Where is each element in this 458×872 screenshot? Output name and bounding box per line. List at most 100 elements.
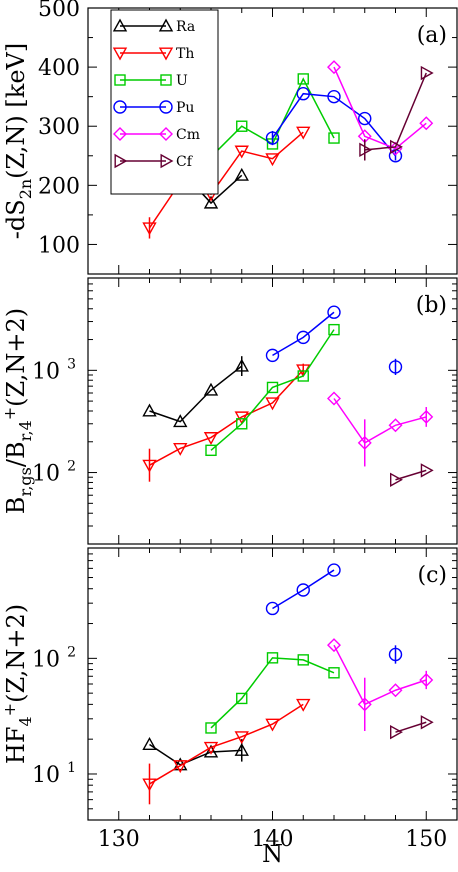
data-point [173, 414, 188, 428]
data-point [203, 741, 219, 755]
y-tick-label: 100 [38, 233, 80, 258]
data-point [142, 403, 157, 417]
data-point [419, 409, 434, 424]
data-point [296, 583, 310, 597]
data-point [327, 60, 341, 75]
legend-marker [114, 74, 126, 86]
series-th [142, 698, 311, 805]
data-point [265, 718, 280, 732]
y-tick-label: 10 [32, 462, 60, 487]
series-line [210, 657, 335, 729]
series-cf [390, 715, 434, 740]
legend-marker [160, 153, 174, 169]
data-point [236, 692, 248, 705]
data-point [388, 360, 403, 374]
legend-box [110, 9, 219, 195]
series-u [205, 323, 340, 457]
series-line [364, 72, 427, 151]
data-point [420, 715, 434, 730]
series-cf [390, 463, 434, 487]
series-pu [265, 305, 403, 375]
series-cm [327, 60, 434, 156]
series-line [210, 77, 335, 158]
data-point [265, 131, 280, 145]
y-tick-label-exponent: 1 [67, 760, 76, 776]
panel-c: 10 1 10 2 130 140 150 N (c) HF4+(Z,N+2) [0, 547, 458, 868]
legend-marker [160, 74, 172, 86]
plot-frame [87, 277, 458, 545]
legend-marker [159, 127, 173, 141]
series-line [272, 569, 335, 610]
data-point [390, 724, 403, 740]
data-point [173, 760, 188, 774]
data-point [265, 397, 280, 411]
data-point [203, 432, 219, 445]
y-tick-label-exponent: 2 [67, 459, 76, 475]
legend-marker [114, 153, 128, 169]
y-axis-label: HF4+(Z,N+2) [0, 604, 35, 764]
legend-marker [113, 127, 127, 141]
y-tick-label: 400 [38, 56, 80, 81]
data-point [327, 391, 341, 406]
data-point [205, 722, 217, 734]
series-line [149, 365, 243, 423]
legend-marker [158, 18, 174, 32]
y-tick-label: 10 [32, 763, 60, 788]
data-point [236, 418, 248, 430]
series-ra [142, 737, 249, 771]
y-tick-label: 10 [32, 647, 60, 672]
panel-b: 10 2 10 3 (b) Br,gs/Br,4+(Z,N+2) [0, 277, 458, 545]
data-point [419, 672, 434, 687]
data-point [296, 698, 311, 712]
data-point [297, 73, 309, 85]
data-point [234, 358, 249, 372]
data-point [234, 411, 249, 425]
legend-marker [159, 100, 173, 114]
legend: Ra Th U Pu Cm Cf [110, 9, 219, 195]
data-point [327, 563, 341, 577]
data-point [203, 744, 219, 758]
data-point [265, 153, 280, 167]
data-point [296, 87, 310, 101]
series-line [272, 311, 335, 357]
x-axis-label: N [262, 840, 283, 868]
panel-a: 100 200 300 400 500 (a) -dS2n(Z,N) [keV] [2, 0, 458, 275]
data-point [173, 442, 188, 456]
panel-label: (a) [417, 23, 447, 48]
legend-label: Th [176, 46, 194, 62]
x-tick-label: 150 [405, 827, 447, 852]
data-point [357, 435, 372, 450]
series-cm [327, 638, 434, 732]
y-tick-label: 200 [38, 174, 80, 199]
data-point [328, 132, 340, 144]
data-point [236, 120, 248, 132]
series-cf [359, 65, 434, 161]
data-point [327, 305, 341, 319]
y-tick-label-exponent: 2 [67, 644, 76, 660]
x-tick-label: 140 [252, 827, 294, 852]
data-point [327, 638, 341, 653]
data-point [142, 778, 157, 792]
data-point [419, 116, 434, 131]
data-point [357, 697, 372, 712]
data-point [388, 647, 403, 662]
series-line [149, 369, 304, 466]
data-point [390, 472, 403, 487]
data-point [234, 742, 249, 756]
panel-label: (b) [416, 293, 447, 318]
y-axis-label: -dS2n(Z,N) [keV] [2, 43, 35, 239]
series-line [333, 66, 427, 150]
data-point [297, 654, 309, 666]
data-point [142, 459, 157, 473]
series-line [271, 92, 397, 157]
data-point [265, 601, 280, 616]
series-pu [265, 87, 403, 163]
data-point [266, 381, 279, 394]
legend-marker [113, 100, 127, 114]
legend-marker [112, 47, 128, 61]
data-point [205, 444, 217, 457]
x-tick-label: 130 [98, 827, 140, 852]
data-point [296, 126, 311, 140]
data-point [388, 418, 403, 433]
legend-label: Pu [176, 100, 194, 116]
